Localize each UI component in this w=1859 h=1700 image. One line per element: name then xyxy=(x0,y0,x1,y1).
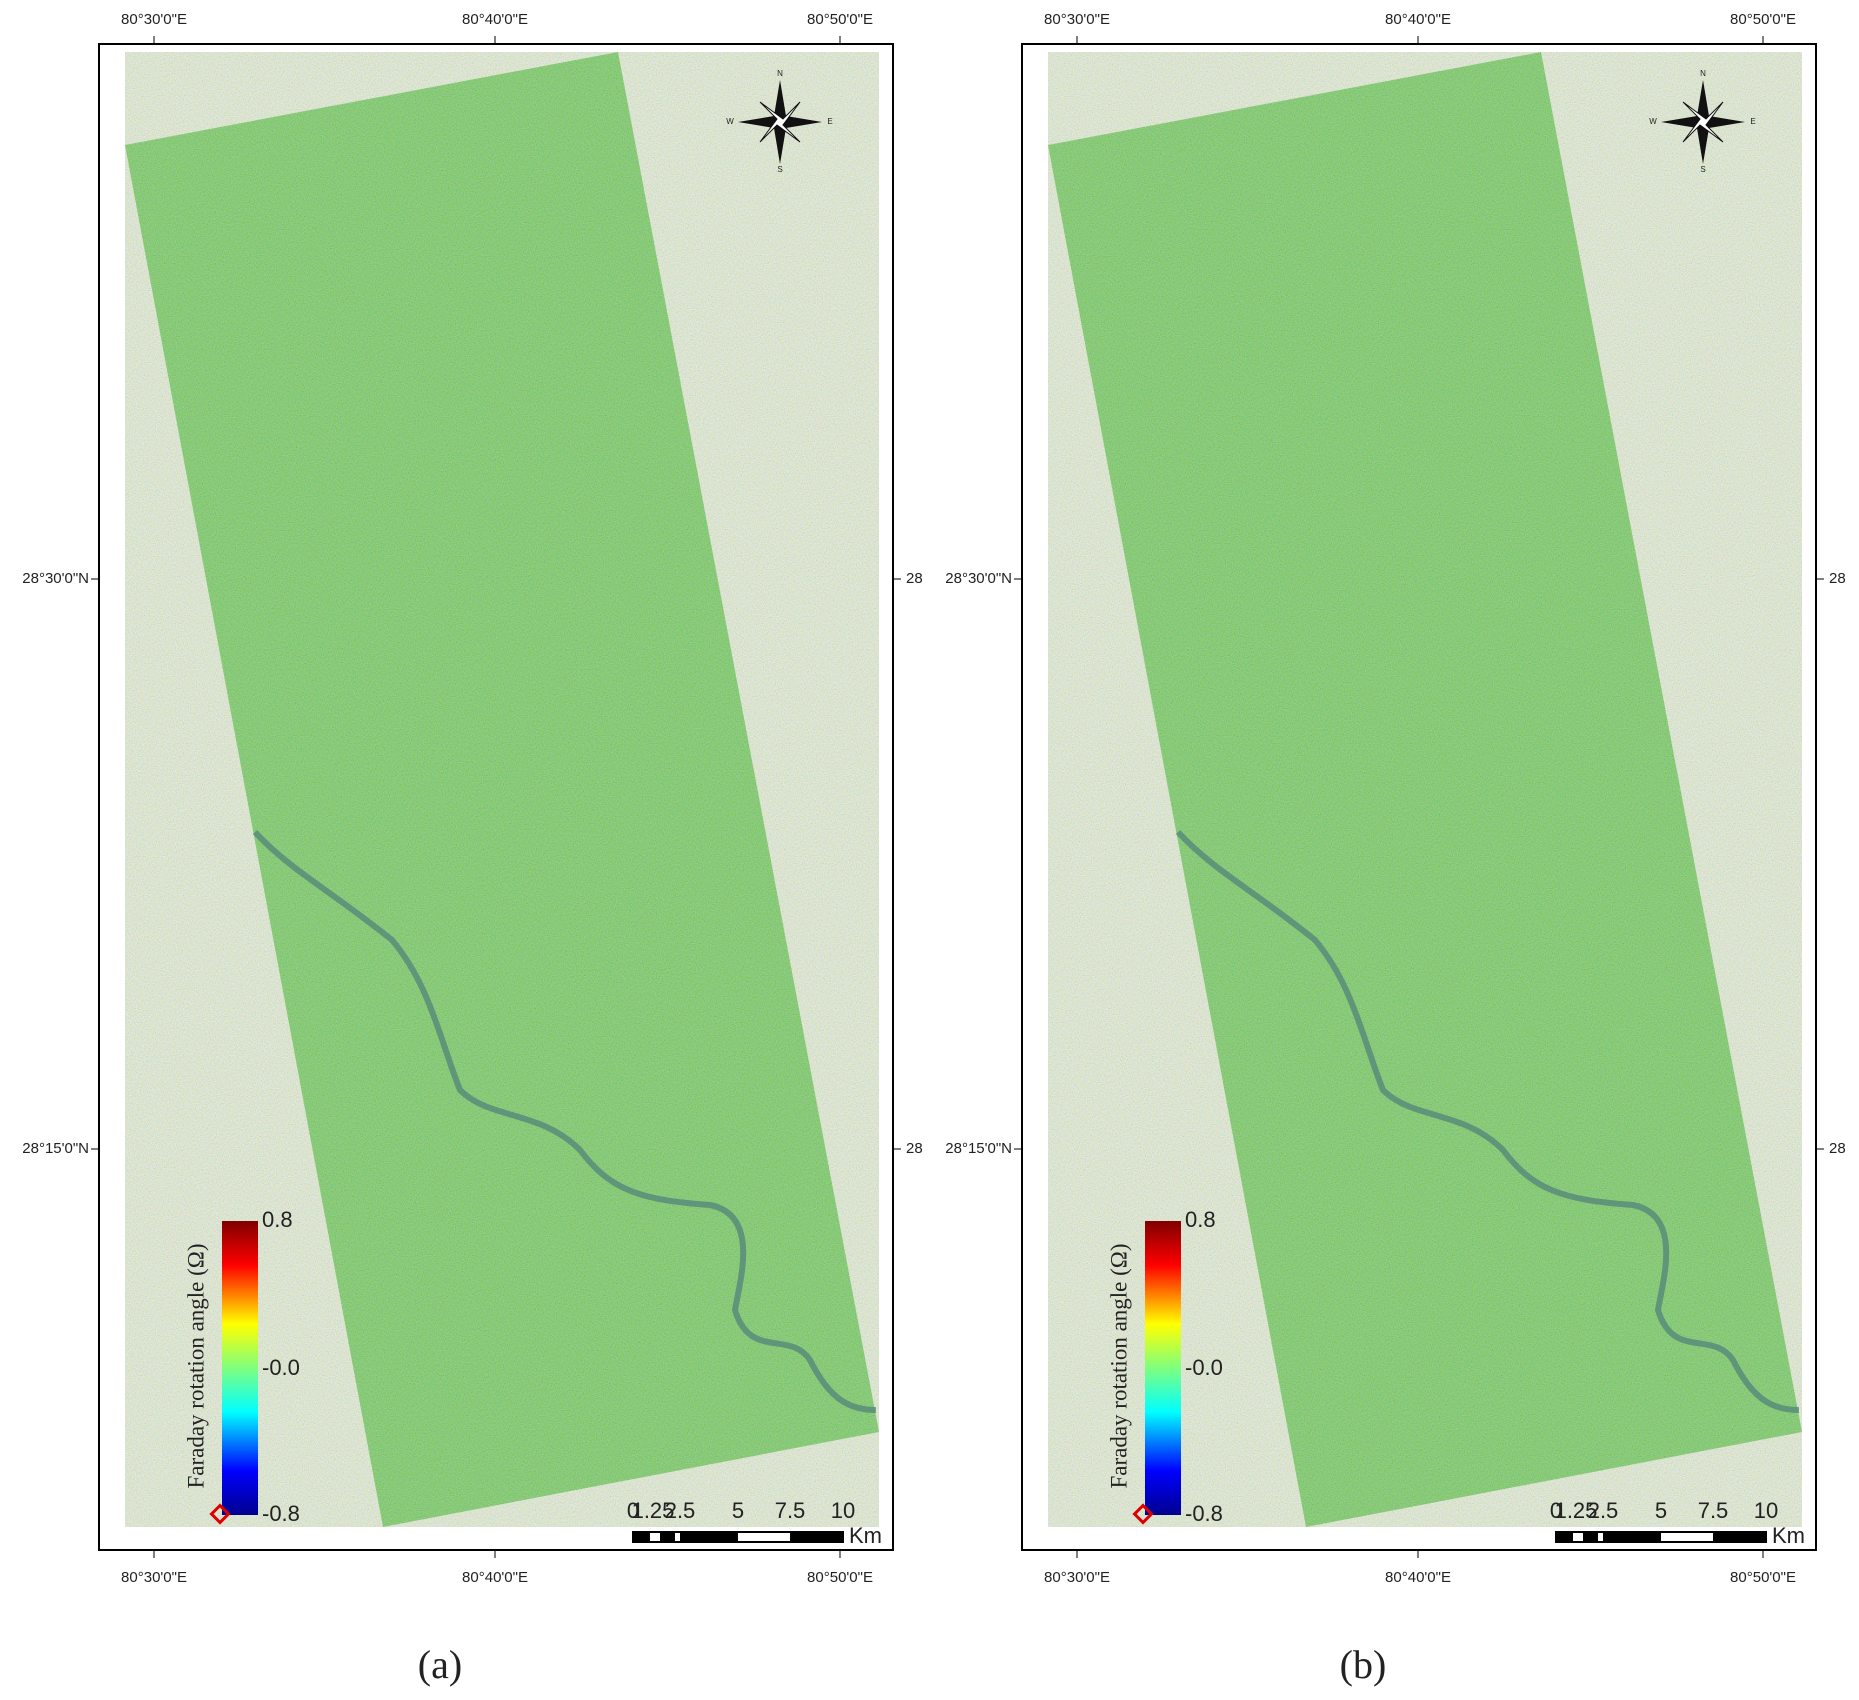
river xyxy=(252,829,877,1413)
scale-label: 2.5 xyxy=(665,1498,696,1523)
lon-label: 80°50'0"E xyxy=(807,11,873,28)
lon-label: 80°40'0"E xyxy=(462,11,528,28)
map-frame xyxy=(98,43,894,1551)
colorbar-marker xyxy=(209,1503,231,1525)
lon-label: 80°50'0"E xyxy=(1730,11,1796,28)
colorbar-label: 0.8 xyxy=(262,1207,293,1232)
scale-label: 2.5 xyxy=(1588,1498,1619,1523)
lat-label: 28 xyxy=(1829,570,1846,587)
colorbar-label: 0.8 xyxy=(1185,1207,1216,1232)
scale-label: 5 xyxy=(1655,1498,1667,1523)
lon-label: 80°30'0"E xyxy=(1044,11,1110,28)
scale-bar-segment xyxy=(1583,1532,1598,1542)
scale-label: 0 xyxy=(627,1498,639,1523)
lon-label: 80°40'0"E xyxy=(1385,1569,1451,1586)
lon-label: 80°50'0"E xyxy=(1730,1569,1796,1586)
compass-letter: S xyxy=(777,165,782,174)
lon-label: 80°40'0"E xyxy=(462,1569,528,1586)
scale-bar-segment xyxy=(633,1532,650,1542)
scale-bar-segment xyxy=(1713,1532,1766,1542)
colorbar-label: -0.0 xyxy=(1185,1355,1223,1380)
scale-bar-segment xyxy=(660,1532,675,1542)
lat-label: 28°30'0"N xyxy=(945,570,1012,587)
colorbar-label: -0.8 xyxy=(262,1501,300,1526)
scale-label: 1.25 xyxy=(1555,1498,1598,1523)
scale-bar-segment xyxy=(790,1532,843,1542)
lat-label: 28°15'0"N xyxy=(22,1140,89,1157)
panel-caption: (b) xyxy=(1340,1642,1387,1687)
lon-label: 80°40'0"E xyxy=(1385,11,1451,28)
lat-label: 28 xyxy=(906,1140,923,1157)
sar-texture xyxy=(1048,52,1802,1527)
compass-letter: S xyxy=(1700,165,1705,174)
panel-caption: (a) xyxy=(418,1642,462,1687)
colorbar-title: Faraday rotation angle (Ω) xyxy=(183,1243,208,1488)
colorbar xyxy=(1145,1221,1181,1515)
scale-label: 10 xyxy=(831,1498,855,1523)
compass-letter: W xyxy=(1649,117,1657,126)
compass-letter: W xyxy=(726,117,734,126)
scale-bar-segment xyxy=(1603,1532,1661,1542)
compass-star xyxy=(759,101,801,143)
map-frame xyxy=(1021,43,1817,1551)
scale-label: 10 xyxy=(1754,1498,1778,1523)
lon-label: 80°30'0"E xyxy=(121,1569,187,1586)
scale-label: 0 xyxy=(1550,1498,1562,1523)
colorbar xyxy=(222,1221,258,1515)
lon-label: 80°30'0"E xyxy=(1044,1569,1110,1586)
scale-label: 7.5 xyxy=(775,1498,806,1523)
scale-bar-segment xyxy=(680,1532,738,1542)
lat-label: 28°15'0"N xyxy=(945,1140,1012,1157)
scale-label: 1.25 xyxy=(632,1498,675,1523)
lon-label: 80°50'0"E xyxy=(807,1569,873,1586)
scale-bar-segment xyxy=(1556,1532,1573,1542)
colorbar-label: -0.0 xyxy=(262,1355,300,1380)
lat-label: 28 xyxy=(906,570,923,587)
lon-label: 80°30'0"E xyxy=(121,11,187,28)
river xyxy=(1175,829,1800,1413)
scale-unit: Km xyxy=(1772,1523,1805,1548)
compass-letter: N xyxy=(777,69,783,78)
lat-label: 28°30'0"N xyxy=(22,570,89,587)
compass-letter: E xyxy=(1750,117,1755,126)
map-panel: 80°30'0"E 80°40'0"E 80°50'0"E 80°30'0"E 80°4… xyxy=(22,11,922,1687)
lat-label: 28 xyxy=(1829,1140,1846,1157)
compass-letter: N xyxy=(1700,69,1706,78)
sar-texture xyxy=(125,52,879,1527)
map-panel: 80°30'0"E 80°40'0"E 80°50'0"E 80°30'0"E 80°4… xyxy=(945,11,1845,1687)
colorbar-label: -0.8 xyxy=(1185,1501,1223,1526)
compass-letter: E xyxy=(827,117,832,126)
scale-label: 5 xyxy=(732,1498,744,1523)
scale-label: 7.5 xyxy=(1698,1498,1729,1523)
scale-unit: Km xyxy=(849,1523,882,1548)
compass-star xyxy=(1682,101,1724,143)
colorbar-marker xyxy=(1132,1503,1154,1525)
colorbar-title: Faraday rotation angle (Ω) xyxy=(1106,1243,1131,1488)
